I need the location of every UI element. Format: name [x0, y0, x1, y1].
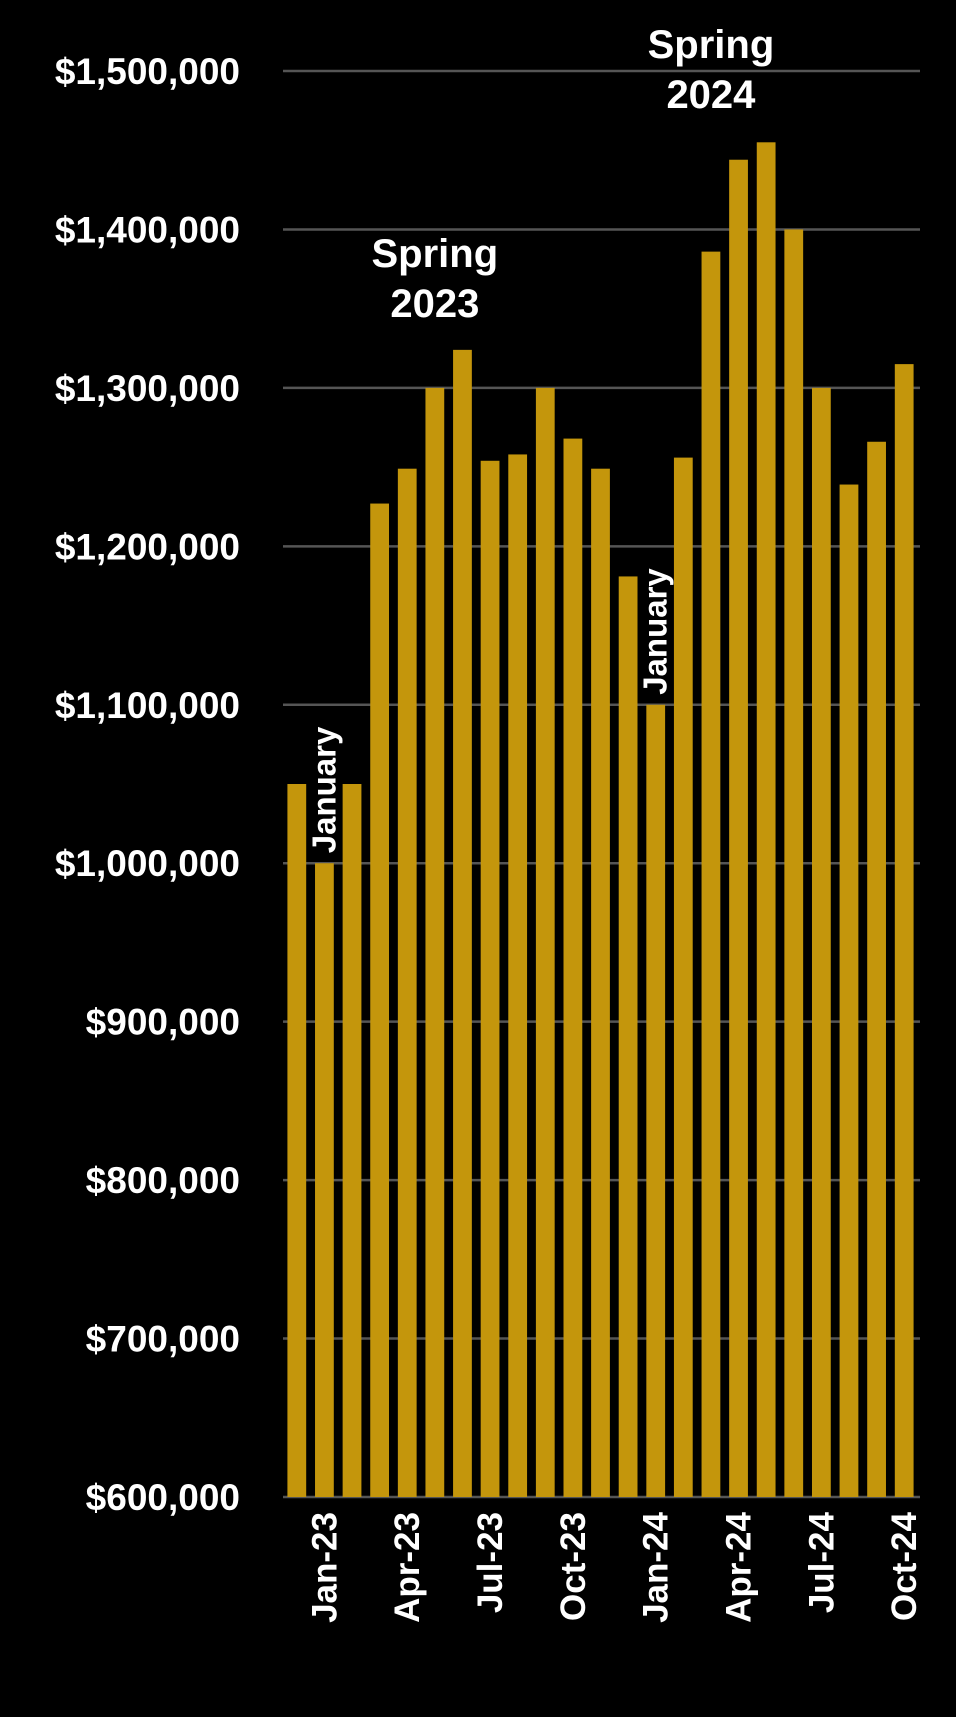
bar: [508, 454, 528, 1497]
annotations: Spring 2023 Spring 2024 January January: [305, 23, 774, 853]
y-tick-label: $800,000: [86, 1160, 240, 1201]
annotation-label: 2024: [666, 73, 756, 117]
x-tick-label: Oct-24: [885, 1511, 924, 1620]
y-tick-label: $1,100,000: [55, 685, 240, 726]
annotation-label: Spring: [372, 232, 499, 276]
x-tick-label: Jan-24: [637, 1511, 676, 1622]
bar: [867, 441, 886, 1497]
bar: [673, 457, 693, 1497]
x-tick-label: Apr-24: [720, 1511, 759, 1622]
bar: [701, 251, 721, 1497]
y-tick-label: $700,000: [86, 1319, 240, 1360]
bar: [563, 438, 583, 1498]
bar: [535, 387, 555, 1497]
x-tick-label: Jul-23: [471, 1512, 510, 1613]
bar: [784, 229, 804, 1497]
bar: [591, 468, 610, 1497]
annotation-label: 2023: [390, 282, 479, 326]
y-tick-label: $900,000: [86, 1002, 240, 1043]
bar: [646, 704, 666, 1497]
bar: [397, 468, 417, 1497]
bar: [287, 784, 307, 1497]
bar: [756, 142, 776, 1497]
y-tick-label: $1,500,000: [55, 51, 240, 92]
annotation-label: Spring: [648, 23, 775, 67]
bar: [370, 503, 390, 1497]
y-tick-label: $600,000: [86, 1477, 240, 1518]
x-tick-label: Apr-23: [388, 1512, 427, 1623]
bar: [811, 387, 831, 1497]
x-tick-label: Jul-24: [802, 1511, 841, 1613]
annotation-label: January: [637, 568, 674, 695]
y-tick-label: $1,400,000: [55, 209, 240, 250]
bar: [342, 784, 362, 1497]
bars: [287, 142, 914, 1498]
bar: [315, 863, 334, 1497]
x-tick-label: Jan-23: [305, 1512, 344, 1623]
y-tick-label: $1,200,000: [55, 526, 240, 567]
x-tick-label: Oct-23: [554, 1512, 593, 1621]
bar: [618, 576, 638, 1497]
y-tick-label: $1,300,000: [55, 368, 240, 409]
bar: [729, 159, 748, 1497]
bar: [425, 387, 445, 1497]
bar: [453, 349, 472, 1498]
bar: [894, 364, 914, 1498]
x-axis: Jan-23 Apr-23 Jul-23 Oct-23 Jan-24 Apr-24 Jul-…: [305, 1511, 924, 1622]
y-tick-label: $1,000,000: [55, 843, 240, 884]
annotation-label: January: [305, 726, 342, 853]
y-axis: $600,000 $700,000 $800,000 $900,000 $1,000,0…: [55, 51, 240, 1518]
bar: [839, 484, 859, 1497]
bar: [480, 460, 500, 1498]
